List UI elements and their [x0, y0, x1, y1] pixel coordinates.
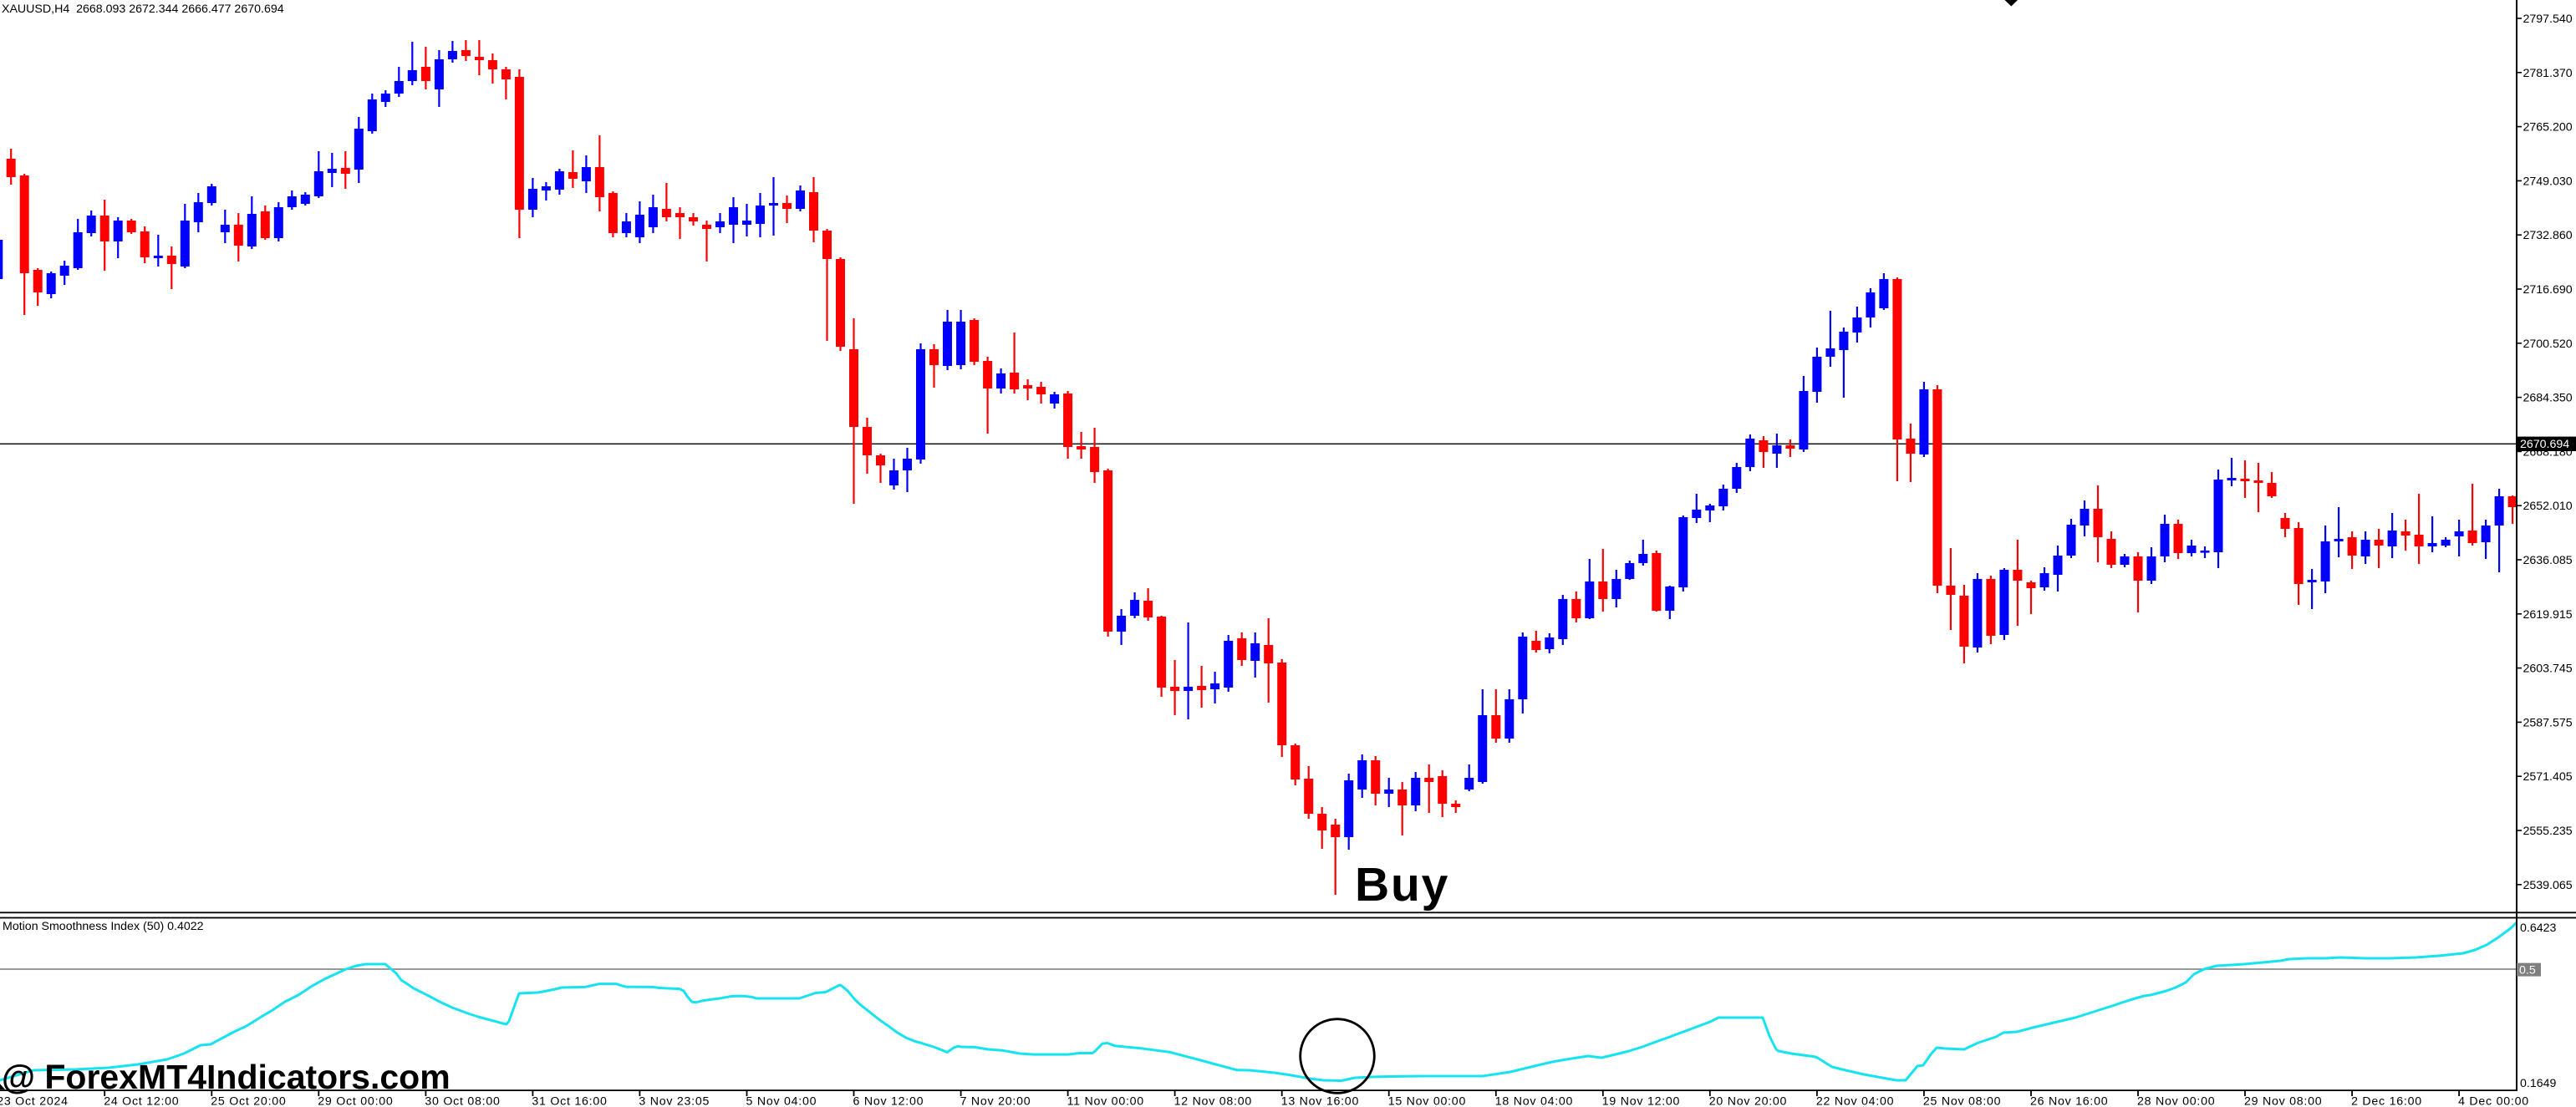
svg-text:XAUUSD,H4 2668.093 2672.344 2: XAUUSD,H4 2668.093 2672.344 2666.477 267… — [2, 3, 284, 16]
svg-text:2749.030: 2749.030 — [2523, 175, 2573, 188]
svg-text:2716.690: 2716.690 — [2523, 283, 2573, 297]
svg-text:2670.694: 2670.694 — [2520, 438, 2569, 451]
svg-text:24 Oct 12:00: 24 Oct 12:00 — [104, 1095, 179, 1107]
svg-text:2619.915: 2619.915 — [2523, 608, 2573, 622]
svg-text:2732.860: 2732.860 — [2523, 229, 2573, 242]
svg-text:4 Dec 00:00: 4 Dec 00:00 — [2458, 1095, 2529, 1107]
svg-text:2603.745: 2603.745 — [2523, 663, 2573, 676]
svg-text:Buy: Buy — [1355, 858, 1449, 911]
svg-text:23 Oct 2024: 23 Oct 2024 — [0, 1095, 69, 1107]
svg-text:11 Nov 00:00: 11 Nov 00:00 — [1067, 1095, 1144, 1107]
svg-text:2539.065: 2539.065 — [2523, 879, 2573, 892]
svg-text:5 Nov 04:00: 5 Nov 04:00 — [746, 1095, 817, 1107]
svg-text:6 Nov 12:00: 6 Nov 12:00 — [853, 1095, 924, 1107]
svg-text:19 Nov 12:00: 19 Nov 12:00 — [1602, 1095, 1680, 1107]
svg-text:2636.085: 2636.085 — [2523, 554, 2573, 567]
svg-text:30 Oct 08:00: 30 Oct 08:00 — [425, 1095, 500, 1107]
svg-text:Motion Smoothness Index (50) 0: Motion Smoothness Index (50) 0.4022 — [3, 920, 204, 933]
svg-text:2765.200: 2765.200 — [2523, 121, 2573, 135]
svg-text:2587.575: 2587.575 — [2523, 716, 2573, 729]
svg-text:15 Nov 00:00: 15 Nov 00:00 — [1388, 1095, 1466, 1107]
svg-text:2797.540: 2797.540 — [2523, 13, 2573, 26]
svg-text:28 Nov 00:00: 28 Nov 00:00 — [2137, 1095, 2215, 1107]
svg-text:7 Nov 20:00: 7 Nov 20:00 — [960, 1095, 1031, 1107]
svg-text:25 Nov 08:00: 25 Nov 08:00 — [1923, 1095, 2001, 1107]
svg-text:2652.010: 2652.010 — [2523, 500, 2573, 513]
svg-text:0.6423: 0.6423 — [2520, 922, 2557, 935]
svg-text:29 Nov 08:00: 29 Nov 08:00 — [2244, 1095, 2322, 1107]
svg-text:0.5: 0.5 — [2519, 963, 2536, 977]
svg-text:25 Oct 20:00: 25 Oct 20:00 — [211, 1095, 286, 1107]
svg-text:22 Nov 04:00: 22 Nov 04:00 — [1816, 1095, 1894, 1107]
svg-text:3 Nov 23:05: 3 Nov 23:05 — [639, 1095, 710, 1107]
svg-text:2555.235: 2555.235 — [2523, 825, 2573, 838]
svg-text:0.1649: 0.1649 — [2520, 1077, 2557, 1090]
svg-text:31 Oct 16:00: 31 Oct 16:00 — [532, 1095, 607, 1107]
svg-text:2700.520: 2700.520 — [2523, 338, 2573, 351]
svg-text:2571.405: 2571.405 — [2523, 770, 2573, 784]
svg-text:12 Nov 08:00: 12 Nov 08:00 — [1174, 1095, 1252, 1107]
svg-text:20 Nov 20:00: 20 Nov 20:00 — [1709, 1095, 1787, 1107]
svg-text:29 Oct 00:00: 29 Oct 00:00 — [318, 1095, 393, 1107]
svg-text:2781.370: 2781.370 — [2523, 67, 2573, 80]
svg-text:13 Nov 16:00: 13 Nov 16:00 — [1281, 1095, 1359, 1107]
svg-text:2684.350: 2684.350 — [2523, 392, 2573, 405]
svg-text:2 Dec 16:00: 2 Dec 16:00 — [2351, 1095, 2422, 1107]
svg-text:18 Nov 04:00: 18 Nov 04:00 — [1495, 1095, 1573, 1107]
svg-text:26 Nov 16:00: 26 Nov 16:00 — [2030, 1095, 2108, 1107]
